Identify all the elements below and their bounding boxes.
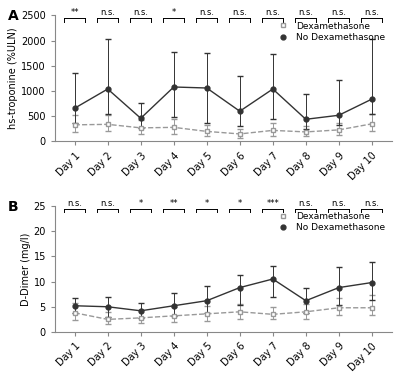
No Dexamethasone <box>204 298 209 303</box>
Dexamethasone <box>237 132 242 136</box>
Dexamethasone <box>204 129 209 134</box>
No Dexamethasone <box>336 113 341 118</box>
No Dexamethasone <box>370 280 374 285</box>
Text: n.s.: n.s. <box>232 8 247 17</box>
No Dexamethasone <box>171 85 176 89</box>
Text: n.s.: n.s. <box>331 8 346 17</box>
Text: n.s.: n.s. <box>100 199 115 208</box>
Text: A: A <box>8 9 18 23</box>
Dexamethasone <box>72 123 77 127</box>
Dexamethasone <box>336 306 341 310</box>
Text: **: ** <box>170 199 178 208</box>
Text: n.s.: n.s. <box>199 8 214 17</box>
Legend: Dexamethasone, No Dexamethasone: Dexamethasone, No Dexamethasone <box>271 20 387 44</box>
Text: n.s.: n.s. <box>298 8 313 17</box>
No Dexamethasone <box>237 109 242 114</box>
No Dexamethasone <box>204 86 209 90</box>
No Dexamethasone <box>72 106 77 110</box>
Text: ***: *** <box>266 199 279 208</box>
No Dexamethasone <box>105 304 110 309</box>
Dexamethasone <box>72 311 77 315</box>
Text: n.s.: n.s. <box>298 199 313 208</box>
Line: Dexamethasone: Dexamethasone <box>72 122 374 136</box>
Dexamethasone <box>171 125 176 130</box>
Text: *: * <box>238 199 242 208</box>
Text: n.s.: n.s. <box>67 199 82 208</box>
Text: n.s.: n.s. <box>364 8 379 17</box>
Dexamethasone <box>304 130 308 134</box>
Text: n.s.: n.s. <box>133 8 148 17</box>
No Dexamethasone <box>237 285 242 290</box>
Dexamethasone <box>370 306 374 310</box>
No Dexamethasone <box>270 87 275 91</box>
Line: No Dexamethasone: No Dexamethasone <box>72 277 374 313</box>
Dexamethasone <box>270 128 275 133</box>
Text: *: * <box>172 8 176 17</box>
No Dexamethasone <box>171 304 176 308</box>
No Dexamethasone <box>72 304 77 308</box>
No Dexamethasone <box>270 277 275 281</box>
No Dexamethasone <box>138 116 143 120</box>
Dexamethasone <box>370 122 374 126</box>
Text: n.s.: n.s. <box>265 8 280 17</box>
No Dexamethasone <box>304 298 308 303</box>
No Dexamethasone <box>304 117 308 122</box>
No Dexamethasone <box>105 87 110 91</box>
Dexamethasone <box>105 317 110 322</box>
Text: B: B <box>8 200 18 213</box>
Dexamethasone <box>138 126 143 130</box>
Line: No Dexamethasone: No Dexamethasone <box>72 85 374 122</box>
Legend: Dexamethasone, No Dexamethasone: Dexamethasone, No Dexamethasone <box>271 210 387 234</box>
Line: Dexamethasone: Dexamethasone <box>72 305 374 322</box>
Text: n.s.: n.s. <box>331 199 346 208</box>
Text: *: * <box>139 199 143 208</box>
Dexamethasone <box>336 128 341 132</box>
No Dexamethasone <box>370 97 374 101</box>
Text: *: * <box>205 199 209 208</box>
Y-axis label: hs-troponine (%ULN): hs-troponine (%ULN) <box>8 27 18 129</box>
Text: n.s.: n.s. <box>364 199 379 208</box>
No Dexamethasone <box>138 309 143 313</box>
Dexamethasone <box>270 312 275 317</box>
Dexamethasone <box>105 122 110 126</box>
No Dexamethasone <box>336 285 341 290</box>
Dexamethasone <box>237 309 242 314</box>
Text: n.s.: n.s. <box>100 8 115 17</box>
Text: **: ** <box>70 8 79 17</box>
Dexamethasone <box>204 312 209 316</box>
Dexamethasone <box>171 314 176 318</box>
Y-axis label: D-Dimer (mg/l): D-Dimer (mg/l) <box>20 232 30 306</box>
Dexamethasone <box>304 309 308 314</box>
Dexamethasone <box>138 315 143 320</box>
